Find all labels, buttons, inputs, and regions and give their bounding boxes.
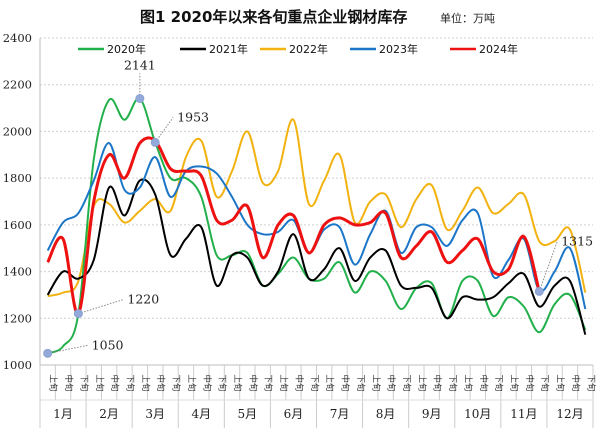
x-dekad-label: 中旬	[109, 374, 120, 391]
x-dekad-label: 中旬	[386, 374, 397, 391]
annotation-marker	[73, 309, 83, 319]
x-dekad-label: 上旬	[48, 374, 59, 391]
series-line-2021	[46, 178, 587, 335]
series-line-2020	[47, 97, 587, 355]
x-dekad-label: 中旬	[432, 374, 443, 391]
x-month-label: 9月	[422, 407, 442, 421]
y-tick-label: 1600	[3, 218, 32, 232]
annotation-marker	[534, 286, 544, 296]
x-dekad-label: 下旬	[78, 374, 89, 391]
series-lines	[46, 97, 587, 355]
legend: 2020年 2021年 2022年 2023年 2024年	[78, 42, 518, 56]
x-dekad-label: 中旬	[63, 374, 74, 391]
y-tick-label: 1400	[3, 265, 32, 279]
y-axis: 1000 1200 1400 1600 1800 2000 2200 2400	[3, 31, 41, 372]
y-tick-label: 2200	[3, 78, 32, 92]
series-line-2022	[47, 118, 587, 298]
x-month-label: 12月	[556, 407, 583, 421]
x-dekad-label: 中旬	[478, 374, 489, 391]
x-month-label: 8月	[376, 407, 396, 421]
x-month-label: 2月	[99, 407, 119, 421]
x-dekad-label: 下旬	[493, 374, 504, 391]
x-dekad-label: 上旬	[555, 374, 566, 391]
x-dekad-label: 下旬	[309, 374, 320, 391]
x-axis: 上旬 中旬 下旬 上旬 中旬 下旬 上旬 中旬 下旬 上旬 中旬 下旬 上旬 中旬 下旬 上旬 中旬 下旬 上旬 中旬…	[39, 364, 596, 428]
x-dekad-label: 下旬	[217, 374, 228, 391]
x-dekad-label: 上旬	[186, 374, 197, 391]
annotation-label: 2141	[124, 57, 156, 72]
x-dekad-label: 下旬	[124, 374, 135, 391]
annotation-marker	[150, 137, 160, 147]
x-dekad-label: 下旬	[401, 374, 412, 391]
x-dekad-label: 下旬	[355, 374, 366, 391]
annotation-marker	[43, 348, 53, 358]
series-line-2024	[46, 136, 541, 316]
annotation-leader	[78, 299, 124, 315]
unit-label: 单位：万吨	[440, 11, 495, 25]
series-line-2023	[46, 142, 587, 310]
annotation-leader	[154, 117, 174, 143]
x-dekad-label: 上旬	[140, 374, 151, 391]
x-dekad-label: 上旬	[94, 374, 105, 391]
x-dekad-label: 上旬	[324, 374, 335, 391]
legend-label-2021: 2021年	[209, 42, 248, 56]
x-dekad-label: 上旬	[416, 374, 427, 391]
x-dekad-label: 中旬	[201, 374, 212, 391]
x-dekad-label: 中旬	[247, 374, 258, 391]
x-dekad-label: 下旬	[447, 374, 458, 391]
annotation-label: 1220	[127, 292, 159, 307]
x-dekad-label: 下旬	[539, 374, 550, 391]
x-month-label: 3月	[145, 407, 165, 421]
x-dekad-label: 下旬	[171, 374, 182, 391]
y-tick-label: 2000	[3, 124, 32, 138]
annotation-label: 1315	[561, 233, 593, 248]
y-tick-label: 2400	[3, 31, 32, 45]
x-dekad-label: 中旬	[570, 374, 581, 391]
y-tick-label: 1200	[3, 311, 32, 325]
x-dekad-label: 中旬	[340, 374, 351, 391]
x-month-label: 11月	[510, 407, 537, 421]
annotations: 1050 1220 2141 1953 1315	[43, 57, 593, 358]
x-month-label: 5月	[238, 407, 258, 421]
x-month-label: 6月	[284, 407, 304, 421]
x-dekad-label: 上旬	[462, 374, 473, 391]
y-tick-label: 1000	[3, 358, 32, 372]
x-dekad-label: 上旬	[278, 374, 289, 391]
x-month-label: 10月	[464, 407, 491, 421]
x-dekad-label: 上旬	[370, 374, 381, 391]
x-dekad-label: 中旬	[524, 374, 535, 391]
annotation-marker	[135, 93, 145, 103]
annotation-leader	[47, 344, 88, 354]
x-month-label: 4月	[191, 407, 211, 421]
annotation-label: 1050	[92, 337, 124, 352]
x-month-label: 7月	[330, 407, 350, 421]
x-dekad-label: 中旬	[155, 374, 166, 391]
legend-label-2020: 2020年	[107, 42, 146, 56]
annotation-label: 1953	[177, 109, 209, 124]
x-dekad-label: 下旬	[263, 374, 274, 391]
x-dekad-label: 上旬	[509, 374, 520, 391]
y-tick-label: 1800	[3, 171, 32, 185]
legend-label-2024: 2024年	[479, 42, 518, 56]
gridlines	[40, 37, 593, 319]
x-month-label: 1月	[53, 407, 73, 421]
x-dekad-label: 上旬	[232, 374, 243, 391]
legend-label-2022: 2022年	[289, 42, 328, 56]
legend-label-2023: 2023年	[379, 42, 418, 56]
chart-title: 图1 2020年以来各旬重点企业钢材库存	[140, 8, 407, 26]
x-dekad-label: 中旬	[293, 374, 304, 391]
x-dekad-label: 下旬	[585, 374, 596, 391]
